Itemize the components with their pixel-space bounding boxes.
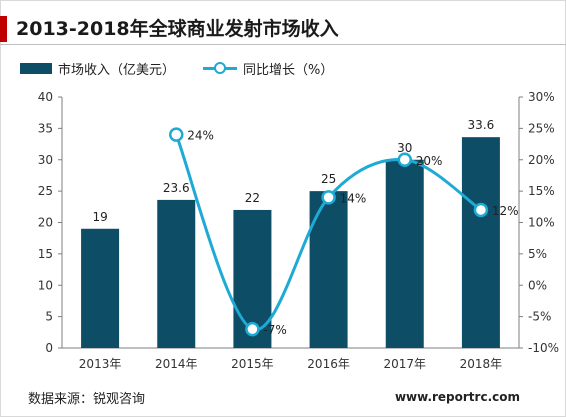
legend-line-item: 同比增长（%） — [203, 59, 333, 78]
bar-value-label: 25 — [321, 172, 336, 186]
bar-revenue — [385, 159, 424, 348]
growth-point-marker — [473, 202, 489, 218]
legend-bar-swatch — [20, 62, 52, 74]
bar-revenue — [309, 191, 348, 348]
legend-line-label: 同比增长（%） — [243, 62, 334, 78]
y-left-tick-label: 0 — [45, 341, 53, 355]
growth-value-label: -7% — [263, 323, 286, 337]
growth-point-marker — [321, 190, 336, 205]
x-tick-label: 2017年 — [383, 357, 426, 371]
website-watermark: www.reportrc.com — [394, 390, 520, 404]
x-tick-label: 2018年 — [460, 357, 503, 371]
bar-revenue — [81, 228, 120, 348]
y-right-tick-label: 10% — [528, 216, 555, 230]
growth-point-marker — [397, 152, 412, 167]
y-left-tick-label: 30 — [38, 153, 53, 167]
growth-value-label: 24% — [187, 129, 214, 143]
y-left-tick-label: 35 — [38, 121, 53, 135]
legend-bar-label: 市场收入（亿美元） — [58, 62, 176, 78]
y-right-tick-label: 0% — [528, 278, 547, 292]
growth-value-label: 12% — [492, 204, 519, 218]
y-right-tick-label: -5% — [528, 310, 551, 324]
bar-value-label: 30 — [397, 141, 412, 155]
y-left-tick-label: 25 — [38, 184, 53, 198]
x-tick-label: 2016年 — [307, 357, 350, 371]
title-accent-bar — [0, 16, 7, 42]
growth-point-marker — [245, 321, 260, 337]
y-left-tick-label: 20 — [38, 216, 53, 230]
bar-revenue — [461, 137, 500, 348]
title-divider — [0, 44, 566, 45]
bar-revenue — [157, 199, 196, 348]
growth-rate-line — [174, 134, 482, 332]
y-right-tick-label: 30% — [528, 90, 555, 104]
bar-value-label: 33.6 — [468, 118, 495, 132]
y-right-tick-label: 20% — [528, 153, 555, 167]
y-right-tick-label: 25% — [528, 121, 555, 135]
x-tick-label: 2014年 — [155, 357, 198, 371]
chart-legend: 市场收入（亿美元） 同比增长（%） — [20, 58, 333, 78]
y-left-tick-label: 15 — [38, 247, 53, 261]
growth-value-label: 20% — [416, 154, 443, 168]
x-tick-label: 2013年 — [79, 357, 122, 371]
chart-title: 2013-2018年全球商业发射市场收入 — [16, 18, 339, 40]
y-right-tick-label: -10% — [528, 341, 559, 355]
x-tick-label: 2015年 — [231, 357, 274, 371]
y-left-tick-label: 40 — [38, 90, 53, 104]
bar-value-label: 19 — [92, 210, 107, 224]
y-left-tick-label: 5 — [45, 310, 53, 324]
bar-value-label: 22 — [245, 191, 260, 205]
growth-point-marker — [169, 127, 184, 142]
data-source-note: 数据来源：锐观咨询 — [28, 392, 146, 407]
y-left-tick-label: 10 — [38, 278, 53, 292]
legend-line-swatch — [203, 62, 238, 74]
y-right-tick-label: 5% — [528, 247, 547, 261]
y-right-tick-label: 15% — [528, 184, 555, 198]
bar-value-label: 23.6 — [163, 181, 190, 195]
growth-value-label: 14% — [340, 191, 367, 205]
